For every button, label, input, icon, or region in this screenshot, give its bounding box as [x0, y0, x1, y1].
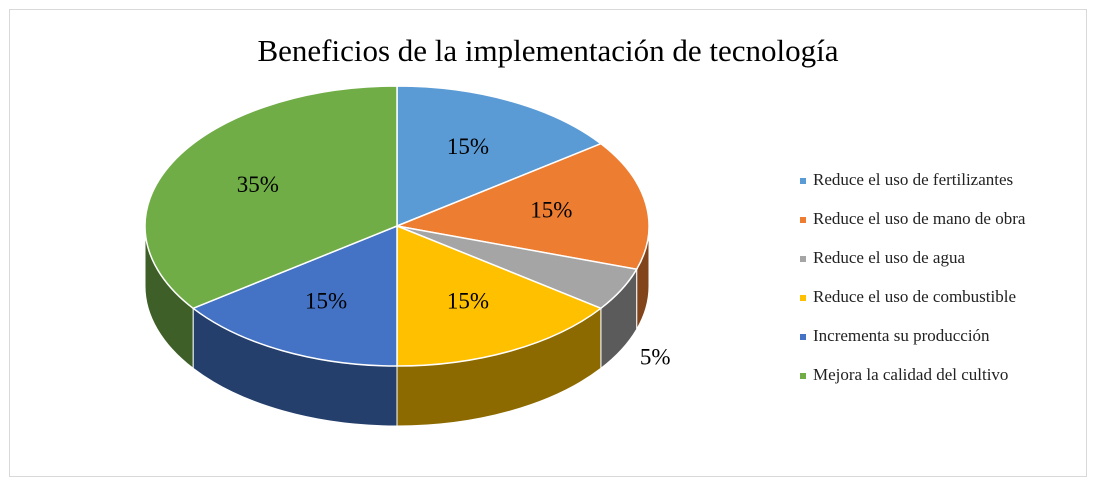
data-label: 15%	[305, 289, 347, 314]
legend-marker	[800, 373, 806, 379]
slice	[396, 224, 603, 367]
legend-marker	[800, 256, 806, 262]
slice	[144, 85, 398, 310]
legend-label: Mejora la calidad del cultivo	[813, 365, 1008, 384]
chart-title: Beneficios de la implementación de tecno…	[257, 33, 838, 68]
data-label: 15%	[530, 198, 572, 223]
data-label: 15%	[447, 289, 489, 314]
legend-label: Reduce el uso de combustible	[813, 287, 1016, 306]
data-label: 15%	[447, 134, 489, 159]
slice	[394, 142, 650, 271]
legend-marker	[800, 334, 806, 340]
data-label: 5%	[640, 344, 671, 369]
legend-label: Reduce el uso de fertilizantes	[813, 170, 1013, 189]
slice	[396, 85, 603, 228]
legend-marker	[800, 217, 806, 223]
legend-label: Reduce el uso de agua	[813, 248, 965, 267]
legend-marker	[800, 295, 806, 301]
legend-label: Incrementa su producción	[813, 326, 990, 345]
data-label: 35%	[237, 172, 279, 197]
legend-label: Reduce el uso de mano de obra	[813, 209, 1026, 228]
legend-marker	[800, 178, 806, 184]
slice	[191, 224, 398, 367]
